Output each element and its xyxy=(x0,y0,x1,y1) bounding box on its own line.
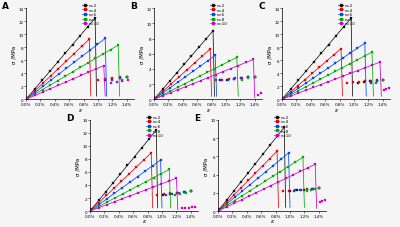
X-axis label: ε: ε xyxy=(206,107,210,112)
Text: B: B xyxy=(130,2,137,11)
Legend: n=2, n=4, n=6, n=8, n=10: n=2, n=4, n=6, n=8, n=10 xyxy=(82,4,99,27)
Y-axis label: σ /MPa: σ /MPa xyxy=(12,45,17,64)
Legend: n=2, n=4, n=6, n=8, n=10: n=2, n=4, n=6, n=8, n=10 xyxy=(338,4,355,27)
X-axis label: ε: ε xyxy=(78,107,82,112)
Legend: n=2, n=4, n=6, n=8, n=10: n=2, n=4, n=6, n=8, n=10 xyxy=(146,115,163,138)
X-axis label: ε: ε xyxy=(334,107,338,112)
X-axis label: ε: ε xyxy=(270,218,274,223)
Text: E: E xyxy=(194,113,200,122)
Y-axis label: σ /MPa: σ /MPa xyxy=(76,157,81,175)
Text: D: D xyxy=(66,113,74,122)
X-axis label: ε: ε xyxy=(142,218,146,223)
Legend: n=2, n=4, n=6, n=8, n=10: n=2, n=4, n=6, n=8, n=10 xyxy=(210,4,227,27)
Y-axis label: σ /MPa: σ /MPa xyxy=(204,157,209,175)
Y-axis label: σ /MPa: σ /MPa xyxy=(268,45,273,64)
Legend: n=2, n=4, n=6, n=8, n=10: n=2, n=4, n=6, n=8, n=10 xyxy=(274,115,291,138)
Text: C: C xyxy=(258,2,265,11)
Y-axis label: σ /MPa: σ /MPa xyxy=(140,45,145,64)
Text: A: A xyxy=(2,2,9,11)
